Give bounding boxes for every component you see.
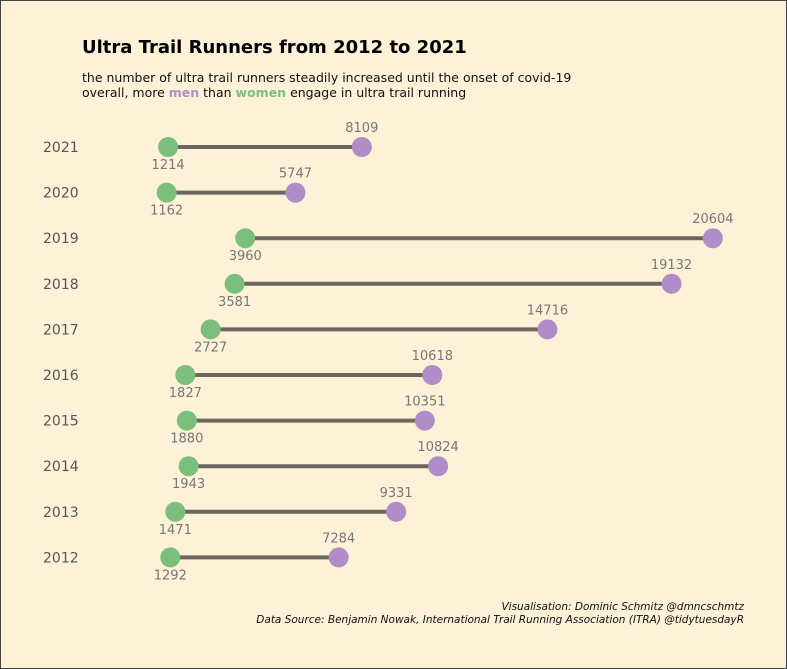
women-point [235,228,256,249]
y-tick-label: 2012 [43,550,79,566]
men-point [537,319,558,340]
women-value-label: 1471 [159,523,192,538]
men-value-label: 10824 [417,440,458,455]
subtitle-post: engage in ultra trail running [286,85,467,100]
men-point [702,228,723,249]
women-value-label: 3960 [229,249,262,264]
caption-source: Data Source: Benjamin Nowak, Internation… [256,614,744,626]
legend-women-word: women [235,85,287,100]
men-point [661,273,682,294]
y-tick-label: 2015 [43,414,79,430]
women-point [176,410,197,431]
women-point [224,273,245,294]
caption-credit: Visualisation: Dominic Schmitz @dmncschm… [501,601,744,613]
women-value-label: 1943 [172,477,205,492]
men-value-label: 7284 [322,531,355,546]
subtitle-line-1: the number of ultra trail runners steadi… [82,70,572,85]
men-value-label: 8109 [345,121,378,136]
chart-title: Ultra Trail Runners from 2012 to 2021 [82,37,467,58]
y-tick-label: 2016 [43,368,79,384]
men-value-label: 14716 [527,303,568,318]
y-tick-label: 2021 [43,140,79,156]
men-value-label: 5747 [279,167,312,182]
women-point [175,365,196,385]
y-tick-label: 2013 [43,505,79,521]
subtitle-line-2: overall, more men than women engage in u… [82,85,571,100]
subtitle-mid: than [199,85,236,100]
men-point [328,547,349,568]
women-point [158,137,179,157]
men-point [414,410,435,431]
women-value-label: 1827 [169,386,202,401]
men-value-label: 10618 [412,349,453,364]
y-tick-label: 2018 [43,277,79,293]
women-value-label: 1162 [150,204,183,219]
legend-men-word: men [168,85,200,100]
women-value-label: 2727 [194,340,227,355]
men-value-label: 19132 [651,258,692,273]
women-value-label: 3581 [218,295,251,310]
women-value-label: 1292 [154,568,187,583]
men-point [428,456,449,477]
y-tick-label: 2014 [43,459,79,475]
women-point [160,547,181,568]
men-point [422,365,443,385]
chart-subtitle: the number of ultra trail runners steadi… [82,70,571,100]
women-point [178,456,199,477]
y-tick-label: 2017 [43,322,79,338]
men-value-label: 9331 [380,486,413,501]
women-point [200,319,221,340]
women-point [156,182,177,203]
chart-caption: Visualisation: Dominic Schmitz @dmncschm… [256,601,744,627]
men-point [351,137,372,157]
women-value-label: 1880 [170,432,203,447]
men-value-label: 20604 [692,212,733,227]
women-value-label: 1214 [152,158,185,173]
y-tick-label: 2020 [43,186,79,202]
men-point [386,501,407,522]
y-tick-label: 2019 [43,231,79,247]
subtitle-pre: overall, more [82,85,169,100]
men-point [285,182,306,203]
men-value-label: 10351 [404,395,445,410]
women-point [165,501,186,522]
